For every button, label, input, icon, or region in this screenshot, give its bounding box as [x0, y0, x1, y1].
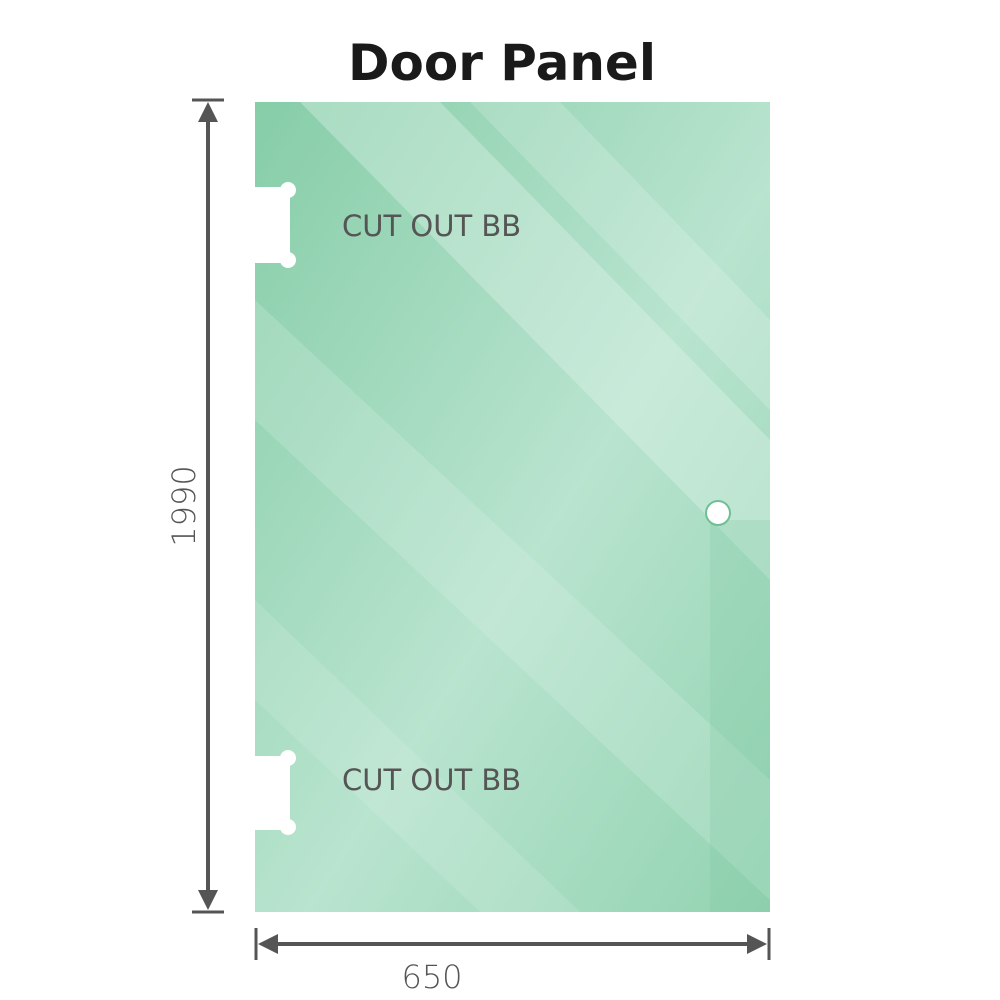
glass-panel: [255, 102, 770, 912]
height-dimension-line: [192, 98, 224, 914]
cutout-top: [250, 182, 296, 268]
diagram-title: Door Panel: [348, 34, 656, 92]
cutout-top-label: CUT OUT BB: [342, 209, 521, 243]
cutout-bottom-label: CUT OUT BB: [342, 763, 521, 797]
cutout-bottom: [250, 750, 296, 835]
width-dimension-line: [254, 928, 771, 960]
height-dimension: 1990: [165, 465, 203, 546]
width-dimension: 650: [401, 958, 462, 996]
handle-hole: [705, 500, 731, 526]
